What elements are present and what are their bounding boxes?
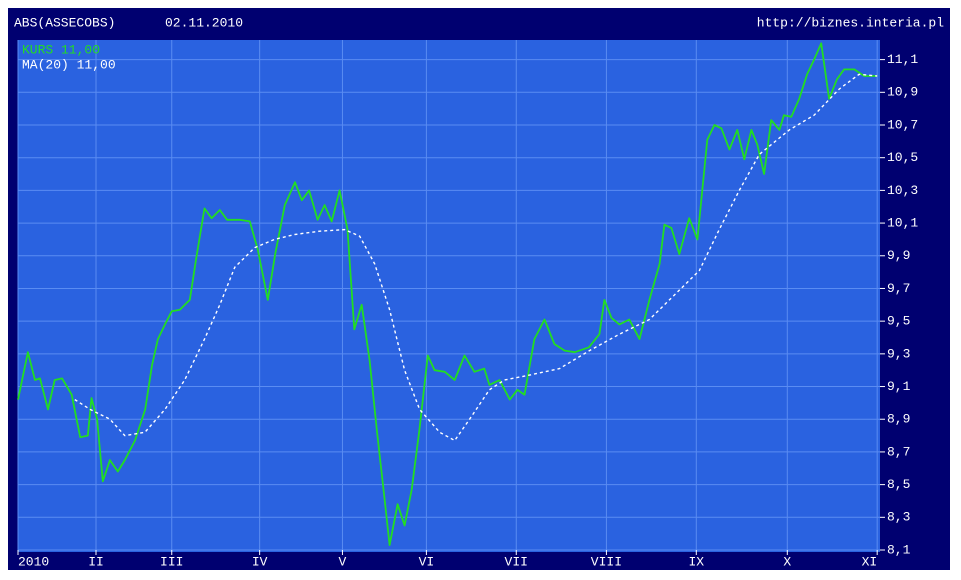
y-tick-label: 10,7 (887, 117, 918, 132)
y-tick-label: 8,1 (887, 542, 911, 557)
lines (17, 42, 878, 546)
chart-date: 02.11.2010 (165, 15, 243, 30)
x-tick-label: XI (862, 554, 878, 569)
x-tick-label: II (88, 554, 104, 569)
legend-entry: KURS 11,00 (22, 42, 100, 57)
x-tick-label: 2010 (18, 554, 49, 569)
x-tick-label: VI (419, 554, 435, 569)
plot-area (18, 40, 880, 552)
x-tick-label: VIII (591, 554, 622, 569)
source: http://biznes.interia.pl (757, 15, 944, 30)
x-tick-label: III (160, 554, 183, 569)
labels: 8,1 8,3 8,5 8,7 8,9 9,1 9,3 9,5 9,7 9,9 10,1 10,3 10… (17, 42, 918, 569)
chart-title: ABS(ASSECOBS) (14, 15, 115, 30)
y-tick-label: 9,7 (887, 281, 910, 296)
x-tick-label: IV (252, 554, 268, 569)
y-tick-label: 10,5 (887, 150, 918, 165)
price-line (74, 73, 878, 442)
y-tick-label: 8,7 (887, 444, 910, 459)
y-tick-label: 8,5 (887, 477, 910, 492)
y-tick-label: 10,1 (887, 216, 918, 231)
price-line (17, 42, 878, 546)
x-tick-label: X (783, 554, 791, 569)
legend-entry: MA(20) 11,00 (22, 57, 116, 72)
y-tick-label: 9,3 (887, 346, 910, 361)
y-tick-label: 9,5 (887, 314, 910, 329)
y-tick-label: 10,9 (887, 85, 918, 100)
y-tick-label: 9,9 (887, 248, 910, 263)
x-tick-label: VII (505, 554, 528, 569)
x-tick-label: IX (688, 554, 704, 569)
y-tick-label: 11,1 (887, 52, 918, 67)
grid (17, 40, 880, 552)
y-tick-label: 9,1 (887, 379, 911, 394)
x-tick-label: V (339, 554, 347, 569)
y-tick-label: 8,3 (887, 510, 910, 525)
y-tick-label: 8,9 (887, 412, 910, 427)
y-tick-label: 10,3 (887, 183, 918, 198)
